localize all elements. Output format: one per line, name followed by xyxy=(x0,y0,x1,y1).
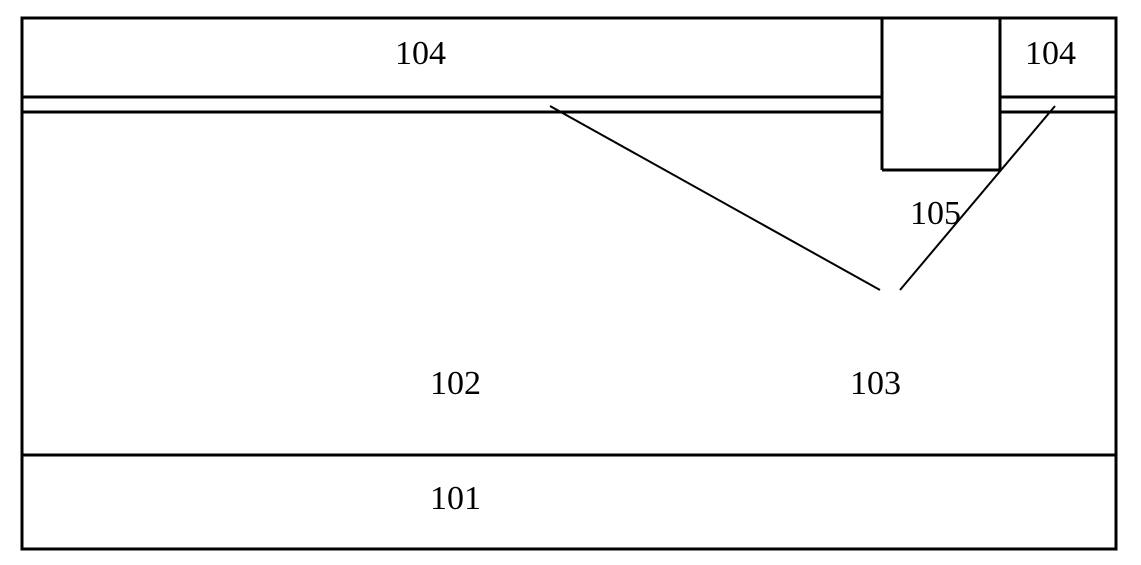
label-104-right: 104 xyxy=(1025,35,1076,73)
label-102: 102 xyxy=(430,365,481,403)
label-105: 105 xyxy=(910,195,961,233)
leader-left-103 xyxy=(550,106,880,290)
label-101: 101 xyxy=(430,480,481,518)
cross-section-diagram xyxy=(0,0,1141,565)
label-104-left: 104 xyxy=(395,35,446,73)
label-103: 103 xyxy=(850,365,901,403)
